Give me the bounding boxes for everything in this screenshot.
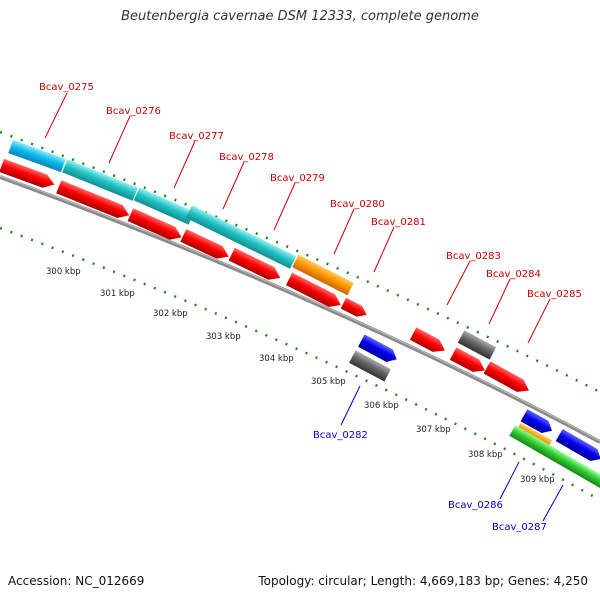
tick-label: 304 kbp bbox=[259, 354, 294, 364]
tick-label: 307 kbp bbox=[416, 425, 451, 435]
tick-label: 301 kbp bbox=[100, 289, 135, 299]
cds-arrow-forward[interactable] bbox=[228, 247, 284, 284]
gene-feature[interactable] bbox=[185, 205, 297, 269]
tick-label: 305 kbp bbox=[311, 377, 346, 387]
tick-label: 306 kbp bbox=[364, 401, 399, 411]
accession-info: Accession: NC_012669 bbox=[8, 574, 144, 588]
cds-arrow-forward[interactable] bbox=[449, 347, 488, 376]
cds-arrow-forward[interactable] bbox=[0, 158, 57, 191]
genome-meta-info: Topology: circular; Length: 4,669,183 bp… bbox=[258, 574, 588, 588]
tick-label: 302 kbp bbox=[153, 309, 188, 319]
scale-ticks: 300 kbp 301 kbp 302 kbp 303 kbp 304 kbp … bbox=[46, 267, 555, 485]
gene-label-bcav-0287[interactable]: Bcav_0287 bbox=[492, 522, 547, 533]
cds-arrow-forward[interactable] bbox=[180, 229, 231, 263]
gene-label-bcav-0283[interactable]: Bcav_0283 bbox=[446, 251, 501, 262]
length-value: 4,669,183 bp bbox=[419, 574, 500, 588]
gene-label-bcav-0285[interactable]: Bcav_0285 bbox=[527, 289, 582, 300]
gene-feature[interactable] bbox=[349, 350, 391, 382]
topology-label: Topology: bbox=[258, 574, 315, 588]
gene-label-bcav-0275[interactable]: Bcav_0275 bbox=[39, 82, 94, 93]
cds-arrow-forward[interactable] bbox=[285, 272, 344, 312]
gene-feature[interactable] bbox=[62, 159, 138, 201]
genes-label: Genes: bbox=[507, 574, 550, 588]
genes-value: 4,250 bbox=[553, 574, 588, 588]
cds-arrow-forward[interactable] bbox=[483, 361, 533, 397]
gene-feature[interactable] bbox=[509, 425, 600, 491]
tick-label: 303 kbp bbox=[206, 332, 241, 342]
accession-value: NC_012669 bbox=[75, 574, 145, 588]
cds-arrow-forward[interactable] bbox=[340, 297, 370, 320]
gene-label-bcav-0276[interactable]: Bcav_0276 bbox=[106, 106, 161, 117]
gene-label-bcav-0281[interactable]: Bcav_0281 bbox=[371, 217, 426, 228]
reverse-gene-labels: Bcav_0282 Bcav_0286 Bcav_0287 bbox=[313, 430, 547, 533]
gene-label-bcav-0286[interactable]: Bcav_0286 bbox=[448, 500, 503, 511]
gene-label-bcav-0277[interactable]: Bcav_0277 bbox=[169, 131, 224, 142]
gene-label-bcav-0284[interactable]: Bcav_0284 bbox=[486, 269, 541, 280]
cds-arrow-forward[interactable] bbox=[409, 327, 448, 356]
forward-gene-labels: Bcav_0275 Bcav_0276 Bcav_0277 Bcav_0278 … bbox=[39, 82, 582, 300]
cds-arrow-forward[interactable] bbox=[56, 180, 132, 221]
gene-label-bcav-0278[interactable]: Bcav_0278 bbox=[219, 152, 274, 163]
tick-label: 308 kbp bbox=[468, 450, 503, 460]
forward-leader-lines bbox=[44, 92, 551, 344]
gene-label-bcav-0282[interactable]: Bcav_0282 bbox=[313, 430, 368, 441]
gene-feature[interactable] bbox=[457, 330, 497, 360]
gene-feature[interactable] bbox=[133, 187, 195, 225]
tick-label: 300 kbp bbox=[46, 267, 81, 277]
gene-feature[interactable] bbox=[292, 254, 354, 296]
cds-arrow-forward[interactable] bbox=[127, 208, 185, 244]
gene-label-bcav-0280[interactable]: Bcav_0280 bbox=[330, 199, 385, 210]
genome-title: Beutenbergia cavernae DSM 12333, complet… bbox=[121, 9, 479, 24]
cds-arrow-reverse[interactable] bbox=[520, 409, 556, 437]
accession-label: Accession: bbox=[8, 574, 72, 588]
genome-backbone bbox=[0, 175, 600, 444]
gene-label-bcav-0279[interactable]: Bcav_0279 bbox=[270, 173, 325, 184]
cds-arrow-reverse[interactable] bbox=[358, 334, 400, 365]
tick-label: 309 kbp bbox=[520, 475, 555, 485]
reverse-leader-lines bbox=[340, 385, 564, 522]
gene-feature[interactable] bbox=[8, 139, 66, 173]
length-label: Length: bbox=[370, 574, 417, 588]
topology-value: circular bbox=[318, 574, 363, 588]
cds-arrow-reverse[interactable] bbox=[555, 428, 600, 465]
genome-backbone-highlight bbox=[0, 175, 600, 442]
